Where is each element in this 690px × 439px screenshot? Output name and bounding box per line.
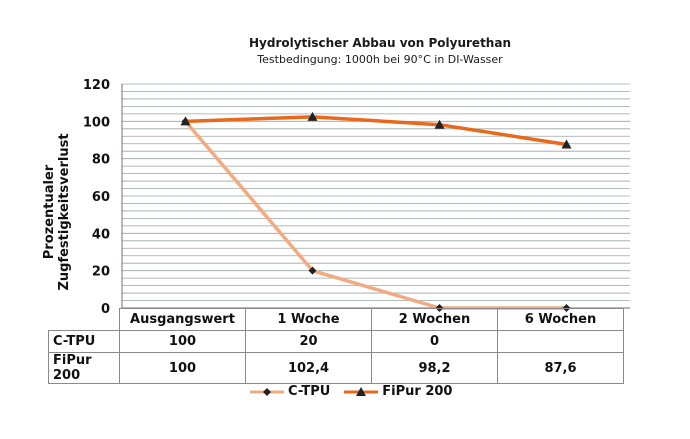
table-header-cell: 2 Wochen (371, 308, 498, 331)
table-header-row: Ausgangswert 1 Woche 2 Wochen 6 Wochen (48, 308, 624, 331)
y-tick-label: 40 (92, 227, 110, 242)
series-line-1 (185, 115, 567, 147)
table-cell: 98,2 (371, 352, 498, 384)
legend-entry-c-tpu: C-TPU (250, 384, 330, 399)
table-corner (48, 308, 120, 331)
table-cell (497, 330, 624, 353)
legend-label: C-TPU (288, 384, 331, 399)
table-cell: 20 (245, 330, 372, 353)
data-point-triangle (561, 139, 572, 149)
table-header-cell: Ausgangswert (119, 308, 246, 331)
chart-title: Hydrolytischer Abbau von Polyurethan (248, 36, 511, 50)
table-cell: 87,6 (497, 352, 624, 384)
data-point-diamond (308, 266, 317, 275)
y-tick-label: 80 (92, 153, 110, 168)
y-tick-label: 60 (92, 190, 110, 205)
data-point-triangle (307, 111, 318, 121)
data-table: Ausgangswert 1 Woche 2 Wochen 6 Wochen C… (48, 308, 624, 384)
table-row-label: FiPur 200 (48, 352, 120, 384)
legend: C-TPU FiPur 200 (250, 384, 452, 399)
table-row-label: C-TPU (48, 330, 120, 353)
data-point-triangle (180, 116, 191, 126)
y-tick-label: 100 (83, 115, 110, 130)
chart-subtitle: Testbedingung: 1000h bei 90°C in DI-Wass… (257, 53, 503, 66)
legend-diamond-marker-icon (250, 387, 284, 396)
table-header-cell: 6 Wochen (497, 308, 624, 331)
table-row: FiPur 200 100 102,4 98,2 87,6 (48, 352, 624, 384)
legend-label: FiPur 200 (382, 384, 453, 399)
table-cell: 100 (119, 330, 246, 353)
table-cell: 0 (371, 330, 498, 353)
table-cell: 100 (119, 352, 246, 384)
y-tick-label: 20 (92, 265, 110, 280)
y-tick-label: 120 (83, 78, 110, 93)
data-point-triangle (434, 119, 445, 129)
table-row: C-TPU 100 20 0 (48, 330, 624, 353)
table-header-cell: 1 Woche (245, 308, 372, 331)
legend-triangle-marker-icon (344, 386, 379, 396)
table-cell: 102,4 (245, 352, 372, 384)
legend-entry-fipur-200: FiPur 200 (344, 384, 452, 399)
